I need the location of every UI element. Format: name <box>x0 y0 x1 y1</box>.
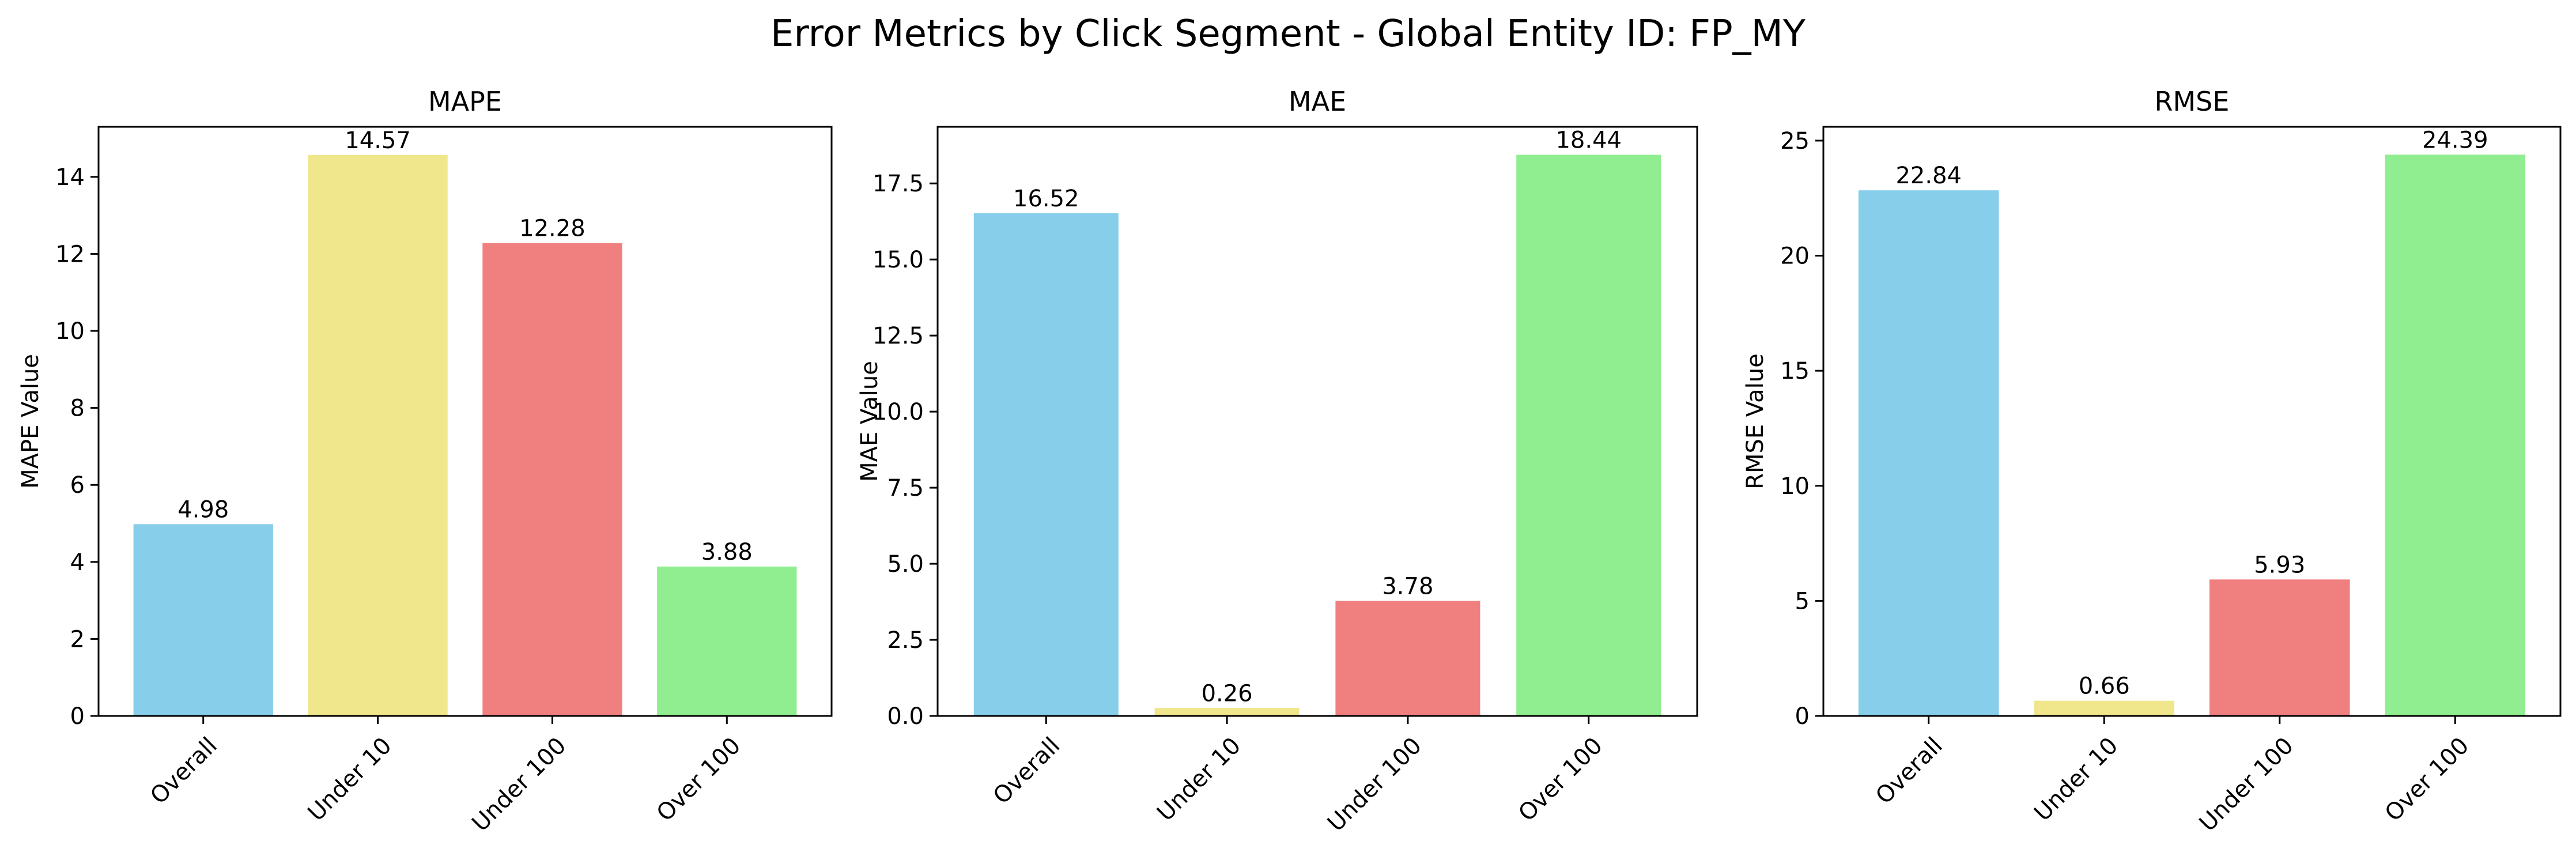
y-axis-label: RMSE Value <box>1742 353 1769 489</box>
x-tick-label: Under 10 <box>2029 733 2123 827</box>
y-tick-label: 10 <box>1780 473 1810 500</box>
x-tick-label: Overall <box>988 733 1066 810</box>
bar-value-label: 14.57 <box>345 127 411 154</box>
x-tick-label: Over 100 <box>2380 733 2475 827</box>
x-tick-label: Under 100 <box>1323 733 1427 837</box>
figure-suptitle: Error Metrics by Click Segment - Global … <box>770 13 1806 55</box>
y-tick-label: 17.5 <box>872 171 924 197</box>
y-tick-label: 2 <box>70 626 85 653</box>
y-tick-label: 15 <box>1780 358 1810 384</box>
y-tick-label: 20 <box>1780 243 1810 270</box>
bar-value-label: 12.28 <box>519 216 586 242</box>
bar-value-label: 3.78 <box>1382 573 1433 599</box>
axes-frame <box>97 126 833 717</box>
bar-under-100 <box>482 243 622 716</box>
x-tick-label: Under 100 <box>2194 733 2299 837</box>
bar-under-100 <box>2209 579 2350 716</box>
y-tick-label: 5 <box>1795 588 1810 614</box>
y-tick-label: 4 <box>70 549 85 576</box>
x-tick-label: Under 10 <box>1152 733 1246 827</box>
y-tick-label: 8 <box>70 395 85 422</box>
y-tick-label: 25 <box>1780 128 1810 154</box>
x-tick-label: Overall <box>145 733 222 810</box>
bar-under-10 <box>308 154 448 716</box>
x-tick-label: Under 100 <box>467 733 571 837</box>
y-tick-label: 12 <box>55 241 85 267</box>
panel-title: MAE <box>1289 86 1346 117</box>
bar-over-100 <box>2385 154 2526 716</box>
y-tick-label: 6 <box>70 472 85 499</box>
bar-over-100 <box>1516 154 1661 716</box>
x-tick-label: Over 100 <box>1513 733 1608 827</box>
bar-under-100 <box>1335 601 1480 716</box>
bar-value-label: 16.52 <box>1013 186 1079 212</box>
bar-over-100 <box>657 566 797 716</box>
bar-under-10 <box>2034 700 2175 716</box>
bar-value-label: 0.66 <box>2079 673 2130 700</box>
axes-frame <box>1822 126 2562 717</box>
x-tick-label: Under 10 <box>303 733 397 827</box>
panel-title: RMSE <box>2155 86 2230 117</box>
bar-value-label: 24.39 <box>2422 127 2488 153</box>
x-tick-label: Over 100 <box>652 733 746 827</box>
bar-overall <box>973 213 1119 716</box>
bar-under-10 <box>1154 708 1300 716</box>
y-tick-label: 0 <box>70 703 85 730</box>
y-tick-label: 10 <box>55 318 85 345</box>
y-tick-label: 2.5 <box>887 627 924 654</box>
x-tick-label: Overall <box>1871 733 1948 810</box>
panel-title: MAPE <box>428 86 502 117</box>
axes-frame <box>936 126 1698 717</box>
bar-value-label: 5.93 <box>2254 552 2305 578</box>
y-tick-label: 5.0 <box>887 551 924 578</box>
y-tick-label: 14 <box>55 164 85 191</box>
y-tick-label: 0.0 <box>887 703 924 730</box>
y-tick-label: 0 <box>1795 703 1810 730</box>
y-tick-label: 10.0 <box>872 399 924 425</box>
y-tick-label: 15.0 <box>872 247 924 273</box>
bar-overall <box>133 524 273 716</box>
y-axis-label: MAPE Value <box>17 354 44 489</box>
bar-value-label: 0.26 <box>1202 680 1253 707</box>
bar-overall <box>1858 190 1999 716</box>
y-tick-label: 12.5 <box>872 323 924 349</box>
chart-panel-mae: MAE MAE Value 16.52 Overall 0.26 Under 10 3.78… <box>856 86 1698 837</box>
bar-value-label: 22.84 <box>1895 163 1962 189</box>
y-tick-label: 7.5 <box>887 475 924 501</box>
chart-panels: MAPE MAPE Value 4.98 Overall 14.57 Under 10 12… <box>17 86 2562 837</box>
y-axis-label: MAE Value <box>856 361 883 482</box>
bar-value-label: 3.88 <box>701 539 753 565</box>
chart-panel-rmse: RMSE RMSE Value 22.84 Overall 0.66 Under 10 5.… <box>1742 86 2562 837</box>
chart-panel-mape: MAPE MAPE Value 4.98 Overall 14.57 Under 10 12… <box>17 86 833 837</box>
bar-value-label: 18.44 <box>1555 127 1622 154</box>
bar-value-label: 4.98 <box>177 496 229 523</box>
